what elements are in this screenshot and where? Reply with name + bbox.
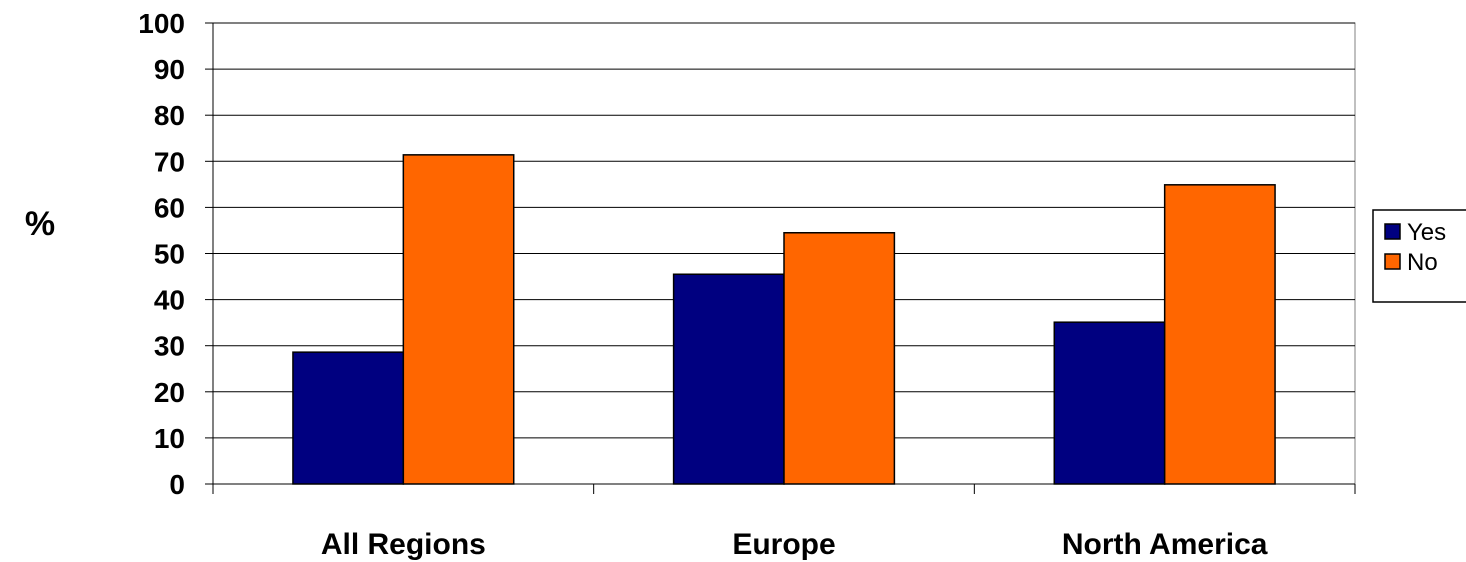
y-tick-label: 90 (154, 54, 185, 85)
y-tick-label: 0 (169, 469, 185, 500)
bar-no-europe (783, 232, 896, 485)
legend-label: Yes (1407, 219, 1446, 246)
x-category-label: Europe (732, 528, 835, 561)
bars (292, 154, 1276, 485)
bar-yes-all-regions (292, 351, 405, 485)
y-tick-label: 20 (154, 377, 185, 408)
y-tick-label: 60 (154, 192, 185, 223)
legend-swatch (1384, 253, 1401, 270)
y-tick-label: 50 (154, 239, 185, 270)
axes (205, 22, 1356, 494)
y-tick-label: 80 (154, 100, 185, 131)
y-tick-label: 70 (154, 146, 185, 177)
y-tick-labels: 0 10 20 30 40 50 60 70 80 90 100 (138, 8, 185, 500)
y-axis-label: % (25, 205, 55, 243)
bar-no-all-regions (402, 154, 515, 485)
y-tick-label: 100 (138, 8, 185, 39)
y-tick-label: 30 (154, 331, 185, 362)
x-category-label: North America (1062, 528, 1268, 561)
legend-label: No (1407, 249, 1438, 276)
y-tick-label: 40 (154, 285, 185, 316)
bar-yes-europe (672, 273, 785, 485)
bar-no-north-america (1163, 184, 1276, 485)
x-category-labels: All Regions Europe North America (321, 528, 1268, 561)
legend-swatch (1384, 223, 1401, 240)
x-category-label: All Regions (321, 528, 486, 561)
legend: Yes No (1372, 209, 1466, 303)
bar-yes-north-america (1053, 321, 1166, 485)
y-tick-label: 10 (154, 423, 185, 454)
